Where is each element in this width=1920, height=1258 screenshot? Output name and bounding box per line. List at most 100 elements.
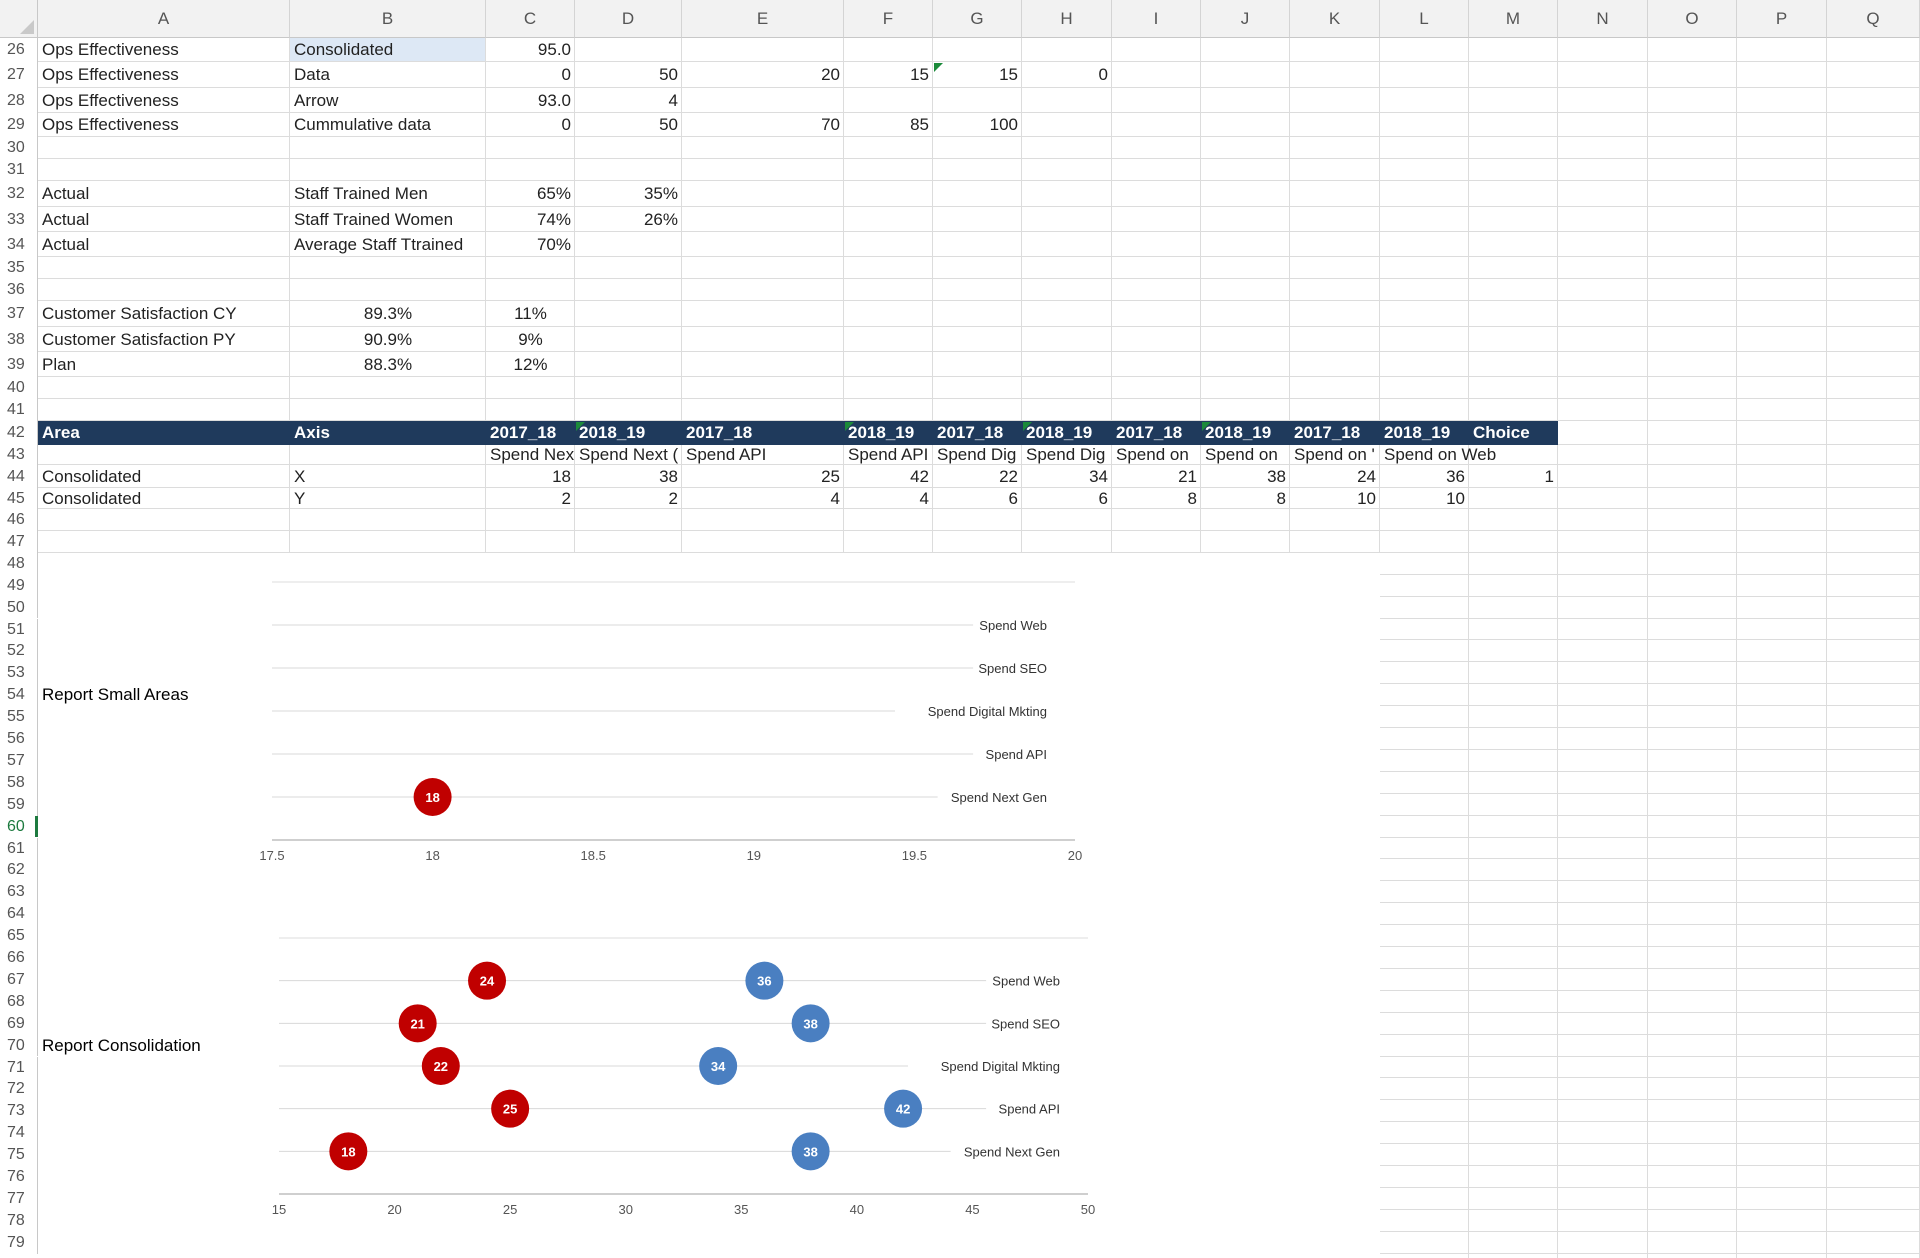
cell-a34[interactable]: Actual (42, 235, 90, 254)
row-header-61[interactable]: 61 (0, 837, 38, 860)
cell-g27[interactable]: 15 (999, 65, 1018, 84)
row-header-34[interactable]: 34 (0, 232, 38, 257)
cell-b29[interactable]: Cummulative data (294, 115, 432, 134)
cell-e42[interactable]: 2017_18 (686, 423, 753, 442)
column-header-b[interactable]: B (290, 0, 486, 38)
cell-i44[interactable]: 21 (1178, 467, 1197, 486)
column-header-f[interactable]: F (844, 0, 933, 38)
cell-b44[interactable]: X (294, 467, 306, 486)
row-header-26[interactable]: 26 (0, 38, 38, 62)
cell-c43[interactable]: Spend Nex (490, 445, 575, 464)
cell-k45[interactable]: 10 (1357, 489, 1376, 508)
row-header-44[interactable]: 44 (0, 465, 38, 488)
cell-m44[interactable]: 1 (1544, 467, 1554, 486)
cell-d43[interactable]: Spend Next ( (579, 445, 679, 464)
cell-h42[interactable]: 2018_19 (1026, 423, 1093, 442)
cell-g43[interactable]: Spend Dig (937, 445, 1017, 464)
cell-c45[interactable]: 2 (561, 489, 571, 508)
cell-a42[interactable]: Area (42, 423, 80, 442)
row-header-32[interactable]: 32 (0, 181, 38, 207)
cell-e27[interactable]: 20 (821, 65, 840, 84)
cell-j42[interactable]: 2018_19 (1205, 423, 1272, 442)
column-header-q[interactable]: Q (1827, 0, 1920, 38)
select-all-corner[interactable] (0, 0, 38, 38)
row-header-38[interactable]: 38 (0, 327, 38, 352)
row-header-60[interactable]: 60 (0, 815, 38, 838)
row-header-45[interactable]: 45 (0, 488, 38, 509)
row-header-53[interactable]: 53 (0, 662, 38, 685)
row-header-33[interactable]: 33 (0, 207, 38, 232)
column-header-g[interactable]: G (933, 0, 1022, 38)
row-header-56[interactable]: 56 (0, 728, 38, 750)
row-header-28[interactable]: 28 (0, 88, 38, 113)
row-header-66[interactable]: 66 (0, 947, 38, 969)
row-header-49[interactable]: 49 (0, 574, 38, 597)
row-header-41[interactable]: 41 (0, 399, 38, 421)
row-header-27[interactable]: 27 (0, 62, 38, 88)
cell-c39[interactable]: 12% (513, 355, 548, 374)
column-header-i[interactable]: I (1112, 0, 1201, 38)
cell-c38[interactable]: 9% (518, 330, 543, 349)
row-header-55[interactable]: 55 (0, 706, 38, 728)
cell-a39[interactable]: Plan (42, 355, 77, 374)
row-header-31[interactable]: 31 (0, 159, 38, 181)
row-header-63[interactable]: 63 (0, 881, 38, 904)
cell-e45[interactable]: 4 (830, 489, 840, 508)
cell-c27[interactable]: 0 (561, 65, 571, 84)
row-header-35[interactable]: 35 (0, 257, 38, 279)
cell-b33[interactable]: Staff Trained Women (294, 210, 454, 229)
cell-b28[interactable]: Arrow (294, 91, 339, 110)
row-header-65[interactable]: 65 (0, 925, 38, 947)
cell-k44[interactable]: 24 (1357, 467, 1376, 486)
cell-l44[interactable]: 36 (1446, 467, 1465, 486)
cell-b34[interactable]: Average Staff Ttrained (294, 235, 464, 254)
cell-c37[interactable]: 11% (514, 304, 547, 323)
cell-g44[interactable]: 22 (999, 467, 1018, 486)
row-header-40[interactable]: 40 (0, 377, 38, 399)
cell-c34[interactable]: 70% (536, 235, 571, 254)
cell-a32[interactable]: Actual (42, 184, 90, 203)
cell-i43[interactable]: Spend on (1116, 445, 1189, 464)
column-header-m[interactable]: M (1469, 0, 1558, 38)
cell-c28[interactable]: 93.0 (537, 91, 571, 110)
cell-a26[interactable]: Ops Effectiveness (42, 40, 179, 59)
row-header-62[interactable]: 62 (0, 859, 38, 882)
cell-m42[interactable]: Choice (1473, 423, 1530, 442)
cell-a44[interactable]: Consolidated (42, 467, 142, 486)
cell-f27[interactable]: 15 (910, 65, 929, 84)
row-header-30[interactable]: 30 (0, 137, 38, 159)
row-header-79[interactable]: 79 (0, 1231, 38, 1254)
cell-d27[interactable]: 50 (659, 65, 678, 84)
row-header-51[interactable]: 51 (0, 618, 38, 641)
cell-b27[interactable]: Data (294, 65, 330, 84)
row-header-75[interactable]: 75 (0, 1144, 38, 1166)
column-header-j[interactable]: J (1201, 0, 1290, 38)
cell-j44[interactable]: 38 (1267, 467, 1286, 486)
cell-a54[interactable]: Report Small Areas (42, 685, 189, 705)
cell-a33[interactable]: Actual (42, 210, 90, 229)
cell-f43[interactable]: Spend API (848, 445, 929, 464)
row-header-50[interactable]: 50 (0, 596, 38, 619)
cell-d32[interactable]: 35% (643, 184, 678, 203)
cell-a70[interactable]: Report Consolidation (42, 1035, 201, 1055)
column-header-c[interactable]: C (486, 0, 575, 38)
cell-e43[interactable]: Spend API (686, 445, 767, 464)
cell-e44[interactable]: 25 (821, 467, 840, 486)
cell-j43[interactable]: Spend on (1205, 445, 1278, 464)
cell-c26[interactable]: 95.0 (537, 40, 571, 59)
cell-b26[interactable]: Consolidated (294, 40, 394, 59)
cell-b32[interactable]: Staff Trained Men (294, 184, 428, 203)
row-header-58[interactable]: 58 (0, 771, 38, 794)
row-header-46[interactable]: 46 (0, 509, 38, 531)
cell-b37[interactable]: 89.3% (363, 304, 413, 323)
cell-g42[interactable]: 2017_18 (937, 423, 1004, 442)
row-header-29[interactable]: 29 (0, 113, 38, 137)
column-header-k[interactable]: K (1290, 0, 1380, 38)
row-header-74[interactable]: 74 (0, 1122, 38, 1145)
cell-f45[interactable]: 4 (919, 489, 929, 508)
cell-i42[interactable]: 2017_18 (1116, 423, 1183, 442)
cell-d44[interactable]: 38 (659, 467, 678, 486)
cell-d29[interactable]: 50 (659, 115, 678, 134)
column-header-h[interactable]: H (1022, 0, 1112, 38)
